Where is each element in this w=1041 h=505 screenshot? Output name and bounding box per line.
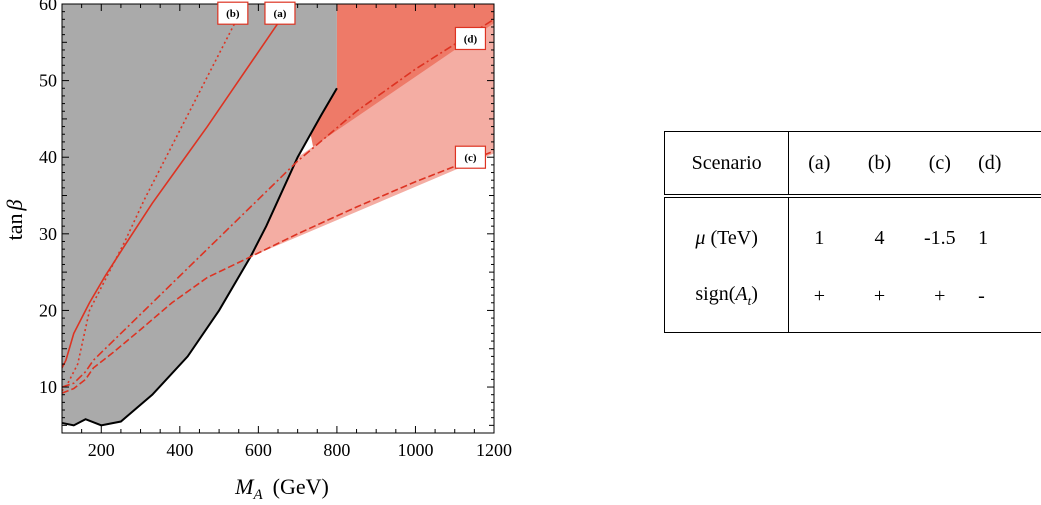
x-tick-label: 600 [245, 440, 272, 460]
y-axis-title: tanβ [2, 200, 27, 241]
table-header-cell: (d) [970, 131, 1041, 198]
curve-label-box [217, 1, 249, 25]
table-header-cell: (c) [909, 131, 971, 198]
x-tick-label: 400 [166, 440, 193, 460]
table-cell: -1.5 [923, 226, 956, 249]
y-tick-label: 30 [39, 224, 57, 244]
scenario-table: Scenario (a) (b) (c) (d) μ (TeV) 1 4 -1.… [664, 131, 1041, 333]
series-line-d [62, 18, 494, 388]
curve-label: (c) [464, 152, 477, 164]
table-cell: + [873, 284, 886, 307]
y-tick-label: 50 [39, 71, 57, 91]
table-header-row: Scenario (a) (b) (c) (d) [664, 131, 1041, 198]
table-row-label-sign-at: sign(At) [664, 268, 790, 333]
series-line-c [62, 150, 494, 394]
curve-label: (a) [274, 8, 287, 20]
x-tick-label: 1200 [476, 440, 512, 460]
y-tick-label: 20 [39, 300, 57, 320]
curve-labels: (b) (a) (d) (c) [217, 1, 487, 169]
exclusion-boundary-line [62, 87, 338, 427]
x-tick-label: 200 [88, 440, 115, 460]
table-cell: 1 [978, 226, 989, 249]
scenario-curves [62, 4, 494, 427]
table-row-sign-at: sign(At) + + + - [664, 268, 1041, 333]
series-line-b [62, 4, 246, 392]
table-header-cell: (b) [849, 131, 910, 198]
table-cell: 1 [814, 226, 825, 249]
table-header-cell: (a) [788, 131, 850, 198]
series-line-a [62, 4, 294, 369]
x-tick-label: 1000 [397, 440, 433, 460]
region-excluded-gray [62, 4, 337, 426]
curve-label-box [454, 26, 487, 51]
curve-label-box [454, 145, 487, 169]
x-tick-label: 800 [323, 440, 350, 460]
table-row-label-mu: μ (TeV) [664, 196, 790, 268]
y-tick-label: 40 [39, 147, 57, 167]
table-header-label: Scenario [664, 131, 790, 198]
table-cell: - [978, 284, 985, 307]
table-cell: + [934, 284, 946, 307]
shaded-regions [62, 4, 494, 426]
axis-ticks: 200 400 600 800 1000 1200 10 20 30 40 50 60 [39, 0, 512, 460]
region-light-red [250, 23, 494, 257]
table-row-mu: μ (TeV) 1 4 -1.5 1 [664, 196, 1041, 268]
table-cell: 4 [874, 226, 885, 249]
x-axis-title: MA (GeV) [234, 474, 329, 503]
curve-label-box [264, 1, 296, 25]
y-tick-label: 60 [39, 0, 57, 14]
curve-label: (b) [226, 8, 240, 20]
y-tick-label: 10 [39, 377, 57, 397]
curve-label: (d) [464, 33, 478, 45]
table-cell: + [813, 284, 825, 307]
